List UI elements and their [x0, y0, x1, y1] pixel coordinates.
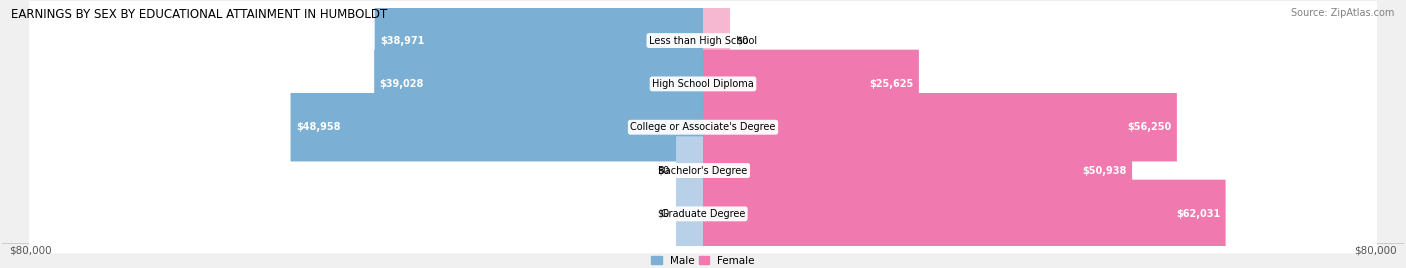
FancyBboxPatch shape	[30, 131, 1376, 210]
FancyBboxPatch shape	[374, 6, 703, 75]
Text: $0: $0	[657, 209, 669, 219]
Text: $50,938: $50,938	[1083, 166, 1126, 176]
FancyBboxPatch shape	[676, 180, 703, 248]
FancyBboxPatch shape	[703, 93, 1177, 161]
Text: $80,000: $80,000	[8, 245, 52, 255]
Text: $62,031: $62,031	[1175, 209, 1220, 219]
FancyBboxPatch shape	[30, 44, 1376, 123]
FancyBboxPatch shape	[703, 6, 730, 75]
Text: Source: ZipAtlas.com: Source: ZipAtlas.com	[1291, 8, 1395, 18]
FancyBboxPatch shape	[291, 93, 703, 161]
Text: EARNINGS BY SEX BY EDUCATIONAL ATTAINMENT IN HUMBOLDT: EARNINGS BY SEX BY EDUCATIONAL ATTAINMEN…	[11, 8, 388, 21]
FancyBboxPatch shape	[30, 174, 1376, 253]
FancyBboxPatch shape	[703, 50, 920, 118]
FancyBboxPatch shape	[374, 50, 703, 118]
FancyBboxPatch shape	[676, 136, 703, 205]
Text: Graduate Degree: Graduate Degree	[661, 209, 745, 219]
Text: $80,000: $80,000	[1354, 245, 1398, 255]
Text: $48,958: $48,958	[295, 122, 340, 132]
Text: $39,028: $39,028	[380, 79, 425, 89]
Text: $38,971: $38,971	[380, 36, 425, 46]
Text: Bachelor's Degree: Bachelor's Degree	[658, 166, 748, 176]
Text: $56,250: $56,250	[1128, 122, 1171, 132]
FancyBboxPatch shape	[30, 88, 1376, 167]
FancyBboxPatch shape	[703, 136, 1132, 205]
Legend: Male, Female: Male, Female	[647, 251, 759, 268]
Text: $0: $0	[657, 166, 669, 176]
Text: High School Diploma: High School Diploma	[652, 79, 754, 89]
Text: $25,625: $25,625	[869, 79, 914, 89]
Text: College or Associate's Degree: College or Associate's Degree	[630, 122, 776, 132]
FancyBboxPatch shape	[703, 180, 1226, 248]
Text: $0: $0	[737, 36, 749, 46]
Text: Less than High School: Less than High School	[650, 36, 756, 46]
FancyBboxPatch shape	[30, 1, 1376, 80]
